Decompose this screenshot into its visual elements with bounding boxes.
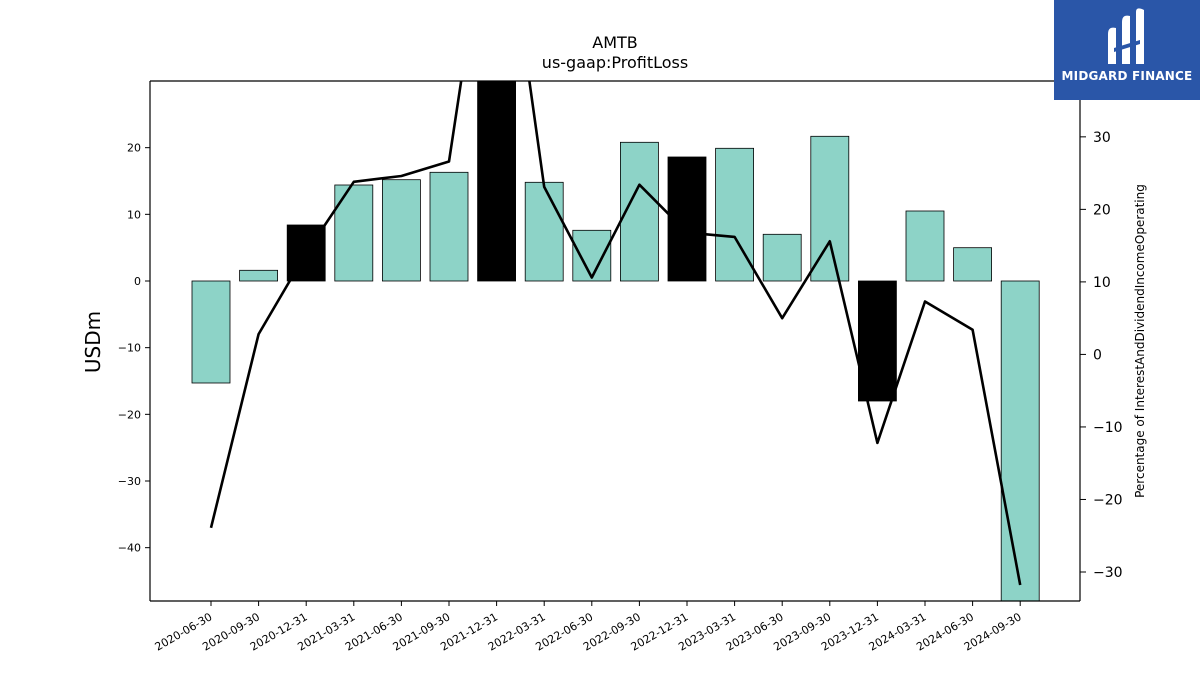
bar-2020-09-30: [239, 269, 279, 282]
chart-subtitle: us-gaap:ProfitLoss: [542, 53, 688, 72]
bar-2021-06-30: [381, 179, 421, 282]
y-tick-label: 10: [127, 208, 141, 221]
bar-2023-09-30: [810, 135, 850, 282]
y2-tick-label: −20: [1093, 492, 1123, 508]
y2-tick-label: 20: [1093, 202, 1111, 218]
y2-tick-label: 30: [1093, 130, 1111, 146]
bar-2023-12-31: [858, 280, 897, 402]
chart-title: AMTB: [592, 33, 638, 52]
bar-2022-03-31: [524, 181, 564, 282]
y2-tick-label: −30: [1093, 565, 1123, 581]
y2-tick-label: −10: [1093, 420, 1123, 436]
y-axis-label: USDm: [81, 311, 105, 373]
line-series: [209, 81, 1022, 586]
y-tick-label: 0: [134, 275, 141, 288]
y2-tick-label: 10: [1093, 275, 1111, 291]
midgard-logo-icon: [1108, 8, 1144, 65]
bar-2024-06-30: [953, 247, 992, 282]
y-tick-label: −40: [118, 542, 141, 555]
logo-text: MIDGARD FINANCE: [1061, 69, 1193, 83]
bar-2021-12-31: [477, 81, 517, 282]
bar-2024-09-30: [1000, 280, 1040, 601]
bar-2020-06-30: [191, 280, 231, 384]
bar-2022-06-30: [572, 229, 612, 282]
y-tick-label: −30: [118, 475, 141, 488]
bar-2024-03-31: [905, 210, 945, 282]
y-tick-label: −20: [118, 408, 141, 421]
bar-2023-06-30: [762, 233, 802, 282]
y-tick-label: −10: [118, 342, 141, 355]
brand-logo: MIDGARD FINANCE: [1054, 0, 1200, 100]
y2-tick-label: 0: [1093, 347, 1102, 363]
bar-2021-09-30: [429, 171, 469, 282]
y2-axis-label: Percentage of InterestAndDividendIncomeO…: [1133, 184, 1147, 498]
y-tick-label: 20: [127, 142, 141, 155]
